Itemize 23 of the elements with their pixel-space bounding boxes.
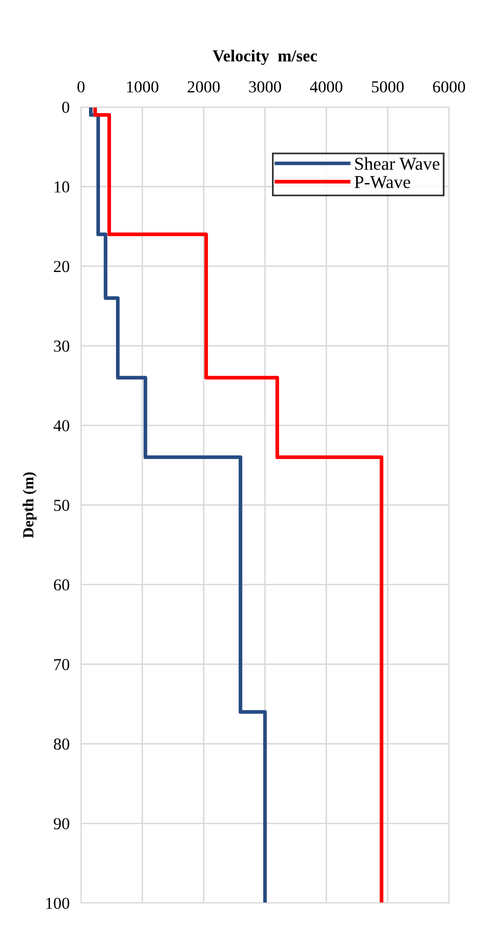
y-tick-label: 70 (54, 658, 70, 670)
x-tick-label: 2000 (188, 81, 220, 93)
y-tick-label: 90 (54, 818, 70, 830)
x-tick-label: 6000 (433, 81, 466, 93)
y-axis-title: Depth (m) (22, 472, 37, 538)
line-series (89, 107, 267, 903)
x-axis-title: Velocity m/sec (212, 50, 318, 65)
y-tick-label: 30 (54, 340, 70, 352)
legend-label: Shear Wave (355, 157, 440, 170)
x-tick-label: 3000 (249, 81, 282, 93)
x-tick-label: 0 (77, 81, 85, 93)
y-tick-label: 50 (54, 500, 70, 511)
y-tick-label: 80 (54, 738, 70, 750)
y-tick-label: 100 (46, 898, 70, 909)
y-tick-label: 0 (62, 102, 70, 113)
x-tick-label: 1000 (127, 81, 158, 93)
x-tick-label: 5000 (372, 81, 404, 93)
x-tick-label: 4000 (310, 81, 342, 93)
y-tick-label: 40 (54, 420, 70, 432)
y-tick-label: 60 (54, 579, 70, 591)
legend-label: P-Wave (354, 176, 410, 188)
y-tick-label: 10 (54, 181, 70, 193)
y-tick-label: 20 (54, 260, 70, 272)
